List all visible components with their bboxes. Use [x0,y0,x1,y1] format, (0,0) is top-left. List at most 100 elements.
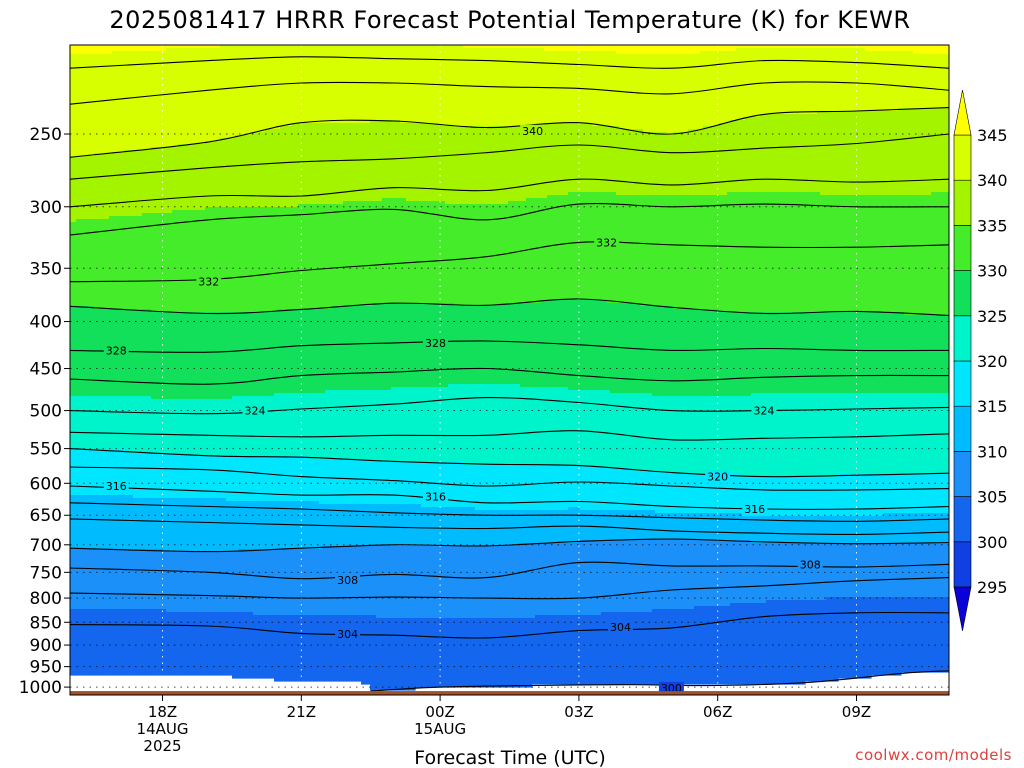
fill-cell [148,45,152,52]
fill-cell [574,192,578,301]
fill-cell [901,312,905,394]
fill-cell [274,393,278,457]
fill-cell [796,477,800,517]
fill-cell [703,396,707,475]
fill-cell [139,45,143,52]
fill-cell [646,195,650,307]
fill-cell [649,393,653,472]
fill-cell [223,612,227,676]
fill-cell [487,384,491,466]
fill-cell [277,207,281,310]
fill-cell [775,192,779,313]
fill-cell [661,132,665,196]
colorbar-tick-label: 345 [977,126,1008,145]
fill-cell [493,384,497,466]
fill-cell [301,393,305,457]
fill-cell [697,606,701,685]
fill-cell [700,540,704,607]
fill-cell [934,192,938,316]
fill-cell [544,465,548,511]
fill-cell [415,387,419,463]
fill-cell [619,612,623,685]
fill-cell [568,543,572,616]
fill-cell [742,45,746,49]
fill-cell [478,48,482,127]
fill-cell [385,546,389,619]
fill-cell [181,144,185,211]
fill-cell [811,516,815,544]
fill-cell [640,612,644,685]
x-tick-label: 00Z [425,703,454,721]
fill-cell [625,612,629,685]
fill-cell [685,540,689,610]
fill-cell [160,609,164,676]
fill-cell [82,450,86,496]
fill-cell [163,399,167,454]
fill-cell [847,45,851,49]
fill-cell [517,510,521,544]
fill-cell [562,510,566,544]
fill-cell [466,126,470,205]
fill-cell [73,45,77,55]
fill-cell [133,498,137,550]
fill-cell [586,390,590,466]
fill-cell [472,45,476,49]
fill-cell [196,45,200,49]
fill-cell [661,306,665,397]
fill-cell [724,312,728,397]
fill-cell [517,201,521,304]
fill-cell [790,393,794,478]
fill-cell [847,111,851,196]
fill-cell [754,513,758,544]
fill-cell [892,111,896,196]
fill-cell [361,123,365,202]
fill-cell [757,603,761,685]
fill-cell [850,393,854,475]
fill-cell [826,195,830,313]
fill-cell [301,549,305,616]
fill-cell [724,606,728,685]
fill-cell [103,396,107,451]
fill-cell [823,393,827,478]
fill-cell [319,45,323,124]
fill-cell [517,384,521,466]
fill-cell [157,213,161,313]
fill-cell [679,474,683,514]
fill-cell [718,396,722,475]
fill-cell [892,393,896,475]
fill-cell [469,204,473,307]
fill-cell [82,306,86,397]
fill-cell [880,51,884,112]
y-tick-label: 400 [30,313,62,333]
fill-cell [772,477,776,517]
fill-cell [178,399,182,454]
fill-cell [157,549,161,610]
fill-cell [94,450,98,496]
fill-cell [127,396,131,454]
fill-cell [670,474,674,514]
fill-cell [781,114,785,193]
fill-cell [793,393,797,478]
fill-cell [859,45,863,49]
fill-cell [739,396,743,478]
fill-cell [913,315,917,394]
fill-cell [70,45,74,55]
fill-cell [703,51,707,127]
contour-label: 316 [744,503,765,516]
fill-cell [379,201,383,304]
fill-cell [265,45,269,130]
fill-cell [604,540,608,613]
fill-cell [622,540,626,613]
fill-cell [688,609,692,685]
fill-cell [835,195,839,313]
fill-cell [166,48,170,148]
fill-cell [355,390,359,460]
fill-cell [469,126,473,205]
fill-cell [304,204,308,310]
fill-cell [400,546,404,619]
fill-cell [778,192,782,313]
fill-cell [667,195,671,307]
fill-cell [856,474,860,517]
fill-cell [901,108,905,196]
fill-cell [112,51,116,154]
